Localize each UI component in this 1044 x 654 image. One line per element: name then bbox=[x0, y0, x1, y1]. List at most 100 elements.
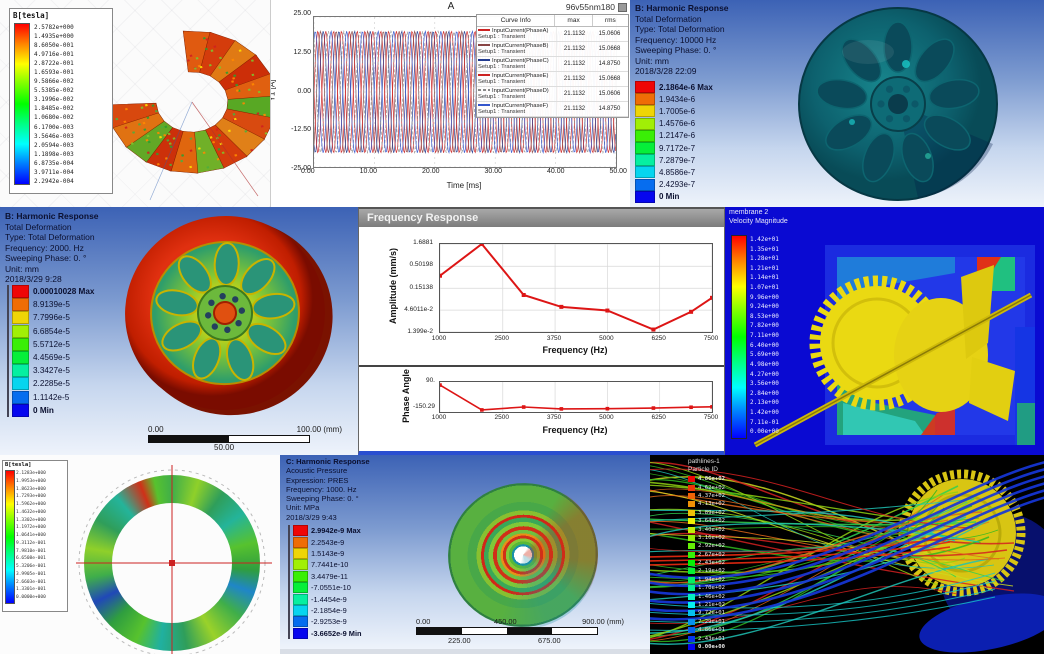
legend-value: 0.0000e+000 bbox=[16, 595, 46, 600]
legend-value: 1.21e+01 bbox=[750, 264, 779, 272]
legend-value: 1.35e+01 bbox=[750, 245, 779, 253]
y-tick: 0.50198 bbox=[409, 261, 434, 269]
curve-max: 21.1132 bbox=[563, 61, 586, 67]
legend-values: 2.1283e+000 1.9953e+000 1.8623e+000 1.7293e… bbox=[16, 470, 46, 602]
legend-value: 0 Min bbox=[33, 405, 54, 415]
legend-color-swatch bbox=[293, 593, 308, 605]
info-line: Expression: PRES bbox=[286, 475, 349, 485]
legend-value: 5.5712e-5 bbox=[33, 339, 70, 349]
legend-value: 2.43e+02 bbox=[698, 560, 725, 567]
colorbar bbox=[731, 235, 747, 439]
legend-value: 0.00010028 Max bbox=[33, 287, 95, 297]
window-titlebar[interactable]: Frequency Response bbox=[359, 209, 724, 227]
panel-acoustic-pressure: C: Harmonic Response Acoustic Pressure Exp… bbox=[280, 455, 650, 654]
legend-color-swatch bbox=[293, 559, 308, 571]
legend-color-swatch bbox=[688, 543, 695, 550]
legend-band: -1.4454e-9 bbox=[293, 593, 362, 605]
legend-value: 2.13e+00 bbox=[750, 399, 779, 407]
legend-value: 2.2942e-004 bbox=[34, 177, 74, 185]
legend-color-swatch bbox=[12, 311, 29, 325]
panel-harmonic-response-2000hz: B: Harmonic Response Total Deformation Typ… bbox=[0, 207, 358, 455]
x-tick-labels: 0.00 10.00 20.00 30.00 40.00 50.00 bbox=[301, 168, 627, 175]
legend-value: 6.8735e-004 bbox=[34, 159, 74, 167]
ruler-max: 100.00 (mm) bbox=[296, 425, 342, 434]
legend-value: 3.16e+02 bbox=[698, 534, 725, 541]
curve-color-swatch bbox=[478, 104, 490, 107]
legend-value: 1.3302e+000 bbox=[16, 517, 46, 523]
legend-band: 0.00010028 Max bbox=[12, 285, 95, 299]
legend-color-swatch bbox=[688, 627, 695, 634]
frequency-tick-labels: 1000 2500 3750 5000 6250 7500 bbox=[432, 335, 718, 344]
curve-legend-row: InputCurrent(PhaseC) Setup1 : Transient 21… bbox=[477, 57, 628, 72]
x-tick: 0.00 bbox=[301, 168, 315, 175]
legend-value: 2.2285e-5 bbox=[33, 379, 70, 389]
legend-band: 0 Min bbox=[635, 190, 713, 203]
legend-value: 1.21e+02 bbox=[698, 602, 725, 609]
legend-value: 4.86e+02 bbox=[698, 476, 725, 483]
col-rms: rms bbox=[604, 17, 616, 24]
curve-setup: Setup1 : Transient bbox=[478, 34, 526, 40]
legend-value: 1.46e+02 bbox=[698, 593, 725, 600]
curve-max: 21.1132 bbox=[563, 31, 586, 37]
curve-name-cell: InputCurrent(PhaseE) Setup1 : Transient bbox=[477, 72, 557, 86]
legend-color-swatch bbox=[293, 536, 308, 548]
legend-value: 1.6593e-001 bbox=[34, 69, 74, 77]
curve-rms: 15.0606 bbox=[598, 31, 621, 37]
legend-color-swatch bbox=[635, 142, 655, 155]
curve-rms: 15.0668 bbox=[598, 46, 621, 52]
x-tick: 50.00 bbox=[609, 168, 627, 175]
x-tick: 7500 bbox=[703, 414, 719, 421]
ruler-675: 675.00 bbox=[538, 636, 561, 645]
curve-rms: 14.8750 bbox=[598, 61, 621, 67]
legend-color-swatch bbox=[688, 576, 695, 583]
panel-particle-pathlines: pathlines-1 Particle ID 4.86e+02 4.62e+02… bbox=[650, 455, 1044, 654]
legend-band: 7.2879e-7 bbox=[635, 154, 713, 167]
legend-value: 2.1283e+000 bbox=[16, 471, 46, 476]
rotor-velocity-scene bbox=[753, 245, 1035, 448]
info-line: Sweeping Phase: 0. ° bbox=[5, 253, 87, 263]
curve-legend-row: InputCurrent(PhaseE) Setup1 : Transient 21… bbox=[477, 72, 628, 87]
legend-value: 2.67e+02 bbox=[698, 551, 725, 558]
curve-setup: Setup1 : Transient bbox=[478, 64, 526, 70]
legend-value: 3.56e+00 bbox=[750, 380, 779, 388]
info-line: 2018/3/29 9:43 bbox=[286, 512, 337, 522]
legend-value: 9.96e+00 bbox=[750, 293, 779, 301]
legend-value: 7.11e+00 bbox=[750, 332, 779, 340]
legend-band: 2.2543e-9 bbox=[293, 536, 362, 548]
y-tick: 1.399e-2 bbox=[407, 328, 433, 335]
result-info: B: Harmonic Response Total Deformation Typ… bbox=[635, 3, 729, 77]
legend-band: 0.00e+00 bbox=[688, 643, 725, 651]
legend-value: 5.69e+00 bbox=[750, 351, 779, 359]
legend-values: 1.42e+01 1.35e+01 1.28e+01 1.21e+01 1.14e+01… bbox=[750, 235, 779, 437]
legend-value: 1.7005e-6 bbox=[659, 106, 696, 116]
legend-band: 2.43e+02 bbox=[688, 559, 725, 567]
acoustic-disc-overlay bbox=[448, 481, 598, 629]
legend-band: 9.7172e-7 bbox=[635, 142, 713, 155]
legend-value: 7.2879e-7 bbox=[659, 155, 696, 165]
legend-value: 1.8485e-002 bbox=[34, 105, 74, 113]
x-tick: 20.00 bbox=[422, 168, 440, 175]
info-line: B: Harmonic Response bbox=[635, 3, 729, 13]
legend-value: 2.84e+00 bbox=[750, 389, 779, 397]
legend-band: 2.19e+02 bbox=[688, 567, 725, 575]
legend-value: 1.9434e-6 bbox=[659, 94, 696, 104]
legend-value: -3.6652e-9 Min bbox=[311, 628, 362, 638]
phase-tick-top: 90. bbox=[425, 377, 435, 384]
plot-corner-icon bbox=[618, 3, 627, 12]
legend-band: 3.89e+02 bbox=[688, 509, 725, 517]
curve-color-swatch bbox=[478, 44, 490, 47]
legend-value: 1.1972e+000 bbox=[16, 525, 46, 531]
curve-name-cell: InputCurrent(PhaseD) Setup1 : Transient bbox=[477, 87, 557, 101]
curve-name: InputCurrent(PhaseF) bbox=[492, 103, 549, 109]
x-tick: 3750 bbox=[546, 335, 562, 342]
scale-ruler: 0.00 450.00 900.00 (mm) 225.00 675.00 bbox=[416, 617, 624, 647]
legend-band: 7.7441e-10 bbox=[293, 559, 362, 571]
ruler-0: 0.00 bbox=[416, 617, 431, 626]
curve-setup: Setup1 : Transient bbox=[478, 79, 526, 85]
info-line: Unit: mm bbox=[635, 55, 669, 66]
legend-value: 1.3301e-001 bbox=[16, 587, 46, 593]
legend-value: 4.9716e-001 bbox=[34, 51, 74, 59]
legend-value: 7.7996e-5 bbox=[33, 313, 70, 323]
legend-band: -2.1854e-9 bbox=[293, 604, 362, 616]
curve-name-cell: InputCurrent(PhaseA) Setup1 : Transient bbox=[477, 27, 557, 41]
